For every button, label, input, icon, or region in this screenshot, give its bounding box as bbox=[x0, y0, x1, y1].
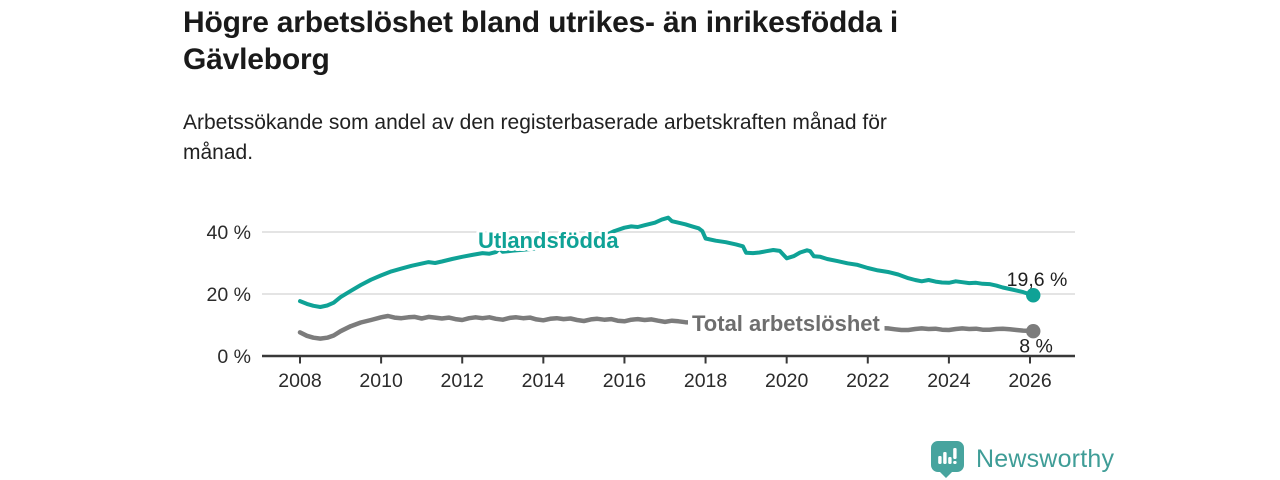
x-axis-label-2020: 2020 bbox=[765, 370, 809, 392]
page-title-line1: Högre arbetslöshet bland utrikes- än inr… bbox=[183, 6, 898, 39]
chart-subtitle: Arbetssökande som andel av den registerb… bbox=[183, 108, 887, 168]
end-value-label-total-arbetsl-shet: 8 % bbox=[1019, 336, 1053, 358]
bar-chart-exclamation-glyph bbox=[938, 448, 957, 464]
x-axis-label-2026: 2026 bbox=[1008, 370, 1051, 392]
series-line-total-arbetsl-shet bbox=[297, 313, 1036, 341]
series-label-utlandsf-dda: Utlandsfödda bbox=[478, 228, 619, 253]
page-title-line2: Gävleborg bbox=[183, 43, 330, 76]
x-axis-label-2016: 2016 bbox=[603, 370, 646, 392]
newsworthy-logo-icon bbox=[931, 441, 964, 478]
x-axis-label-2012: 2012 bbox=[441, 370, 484, 392]
x-axis-label-2018: 2018 bbox=[684, 370, 727, 392]
series-label-total-arbetsl-shet: Total arbetslöshet bbox=[692, 311, 881, 336]
page-title: Högre arbetslöshet bland utrikes- än inr… bbox=[183, 4, 898, 78]
x-axis-label-2014: 2014 bbox=[522, 370, 566, 392]
series-line-utlandsf-dda bbox=[298, 215, 1036, 309]
end-value-label-utlandsf-dda: 19,6 % bbox=[1007, 269, 1068, 291]
x-axis-label-2008: 2008 bbox=[278, 370, 321, 392]
y-axis-label-20: 20 % bbox=[207, 284, 251, 306]
x-axis-label-2010: 2010 bbox=[359, 370, 403, 392]
chart-subtitle-line1: Arbetssökande som andel av den registerb… bbox=[183, 111, 887, 134]
unemployment-line-chart: 0 % 20 % 40 % 2008 2010 2012 2014 2016 2018 2020 2… bbox=[207, 215, 1075, 392]
y-axis-label-40: 40 % bbox=[207, 222, 251, 244]
x-axis-label-2022: 2022 bbox=[846, 370, 889, 392]
newsworthy-logo-link[interactable]: Newsworthy bbox=[930, 440, 1114, 478]
chart-subtitle-line2: månad. bbox=[183, 141, 254, 164]
x-axis-label-2024: 2024 bbox=[927, 370, 971, 392]
y-axis-label-0: 0 % bbox=[217, 346, 251, 368]
series-endpoint-dot-utlandsf-dda bbox=[1026, 288, 1041, 303]
speech-bubble-shape bbox=[931, 441, 964, 478]
newsworthy-logo-text: Newsworthy bbox=[976, 444, 1115, 473]
series-endpoint-dot-total-arbetsl-shet bbox=[1026, 324, 1041, 339]
series-label-backdrop-total-arbetsl-shet bbox=[688, 309, 885, 338]
